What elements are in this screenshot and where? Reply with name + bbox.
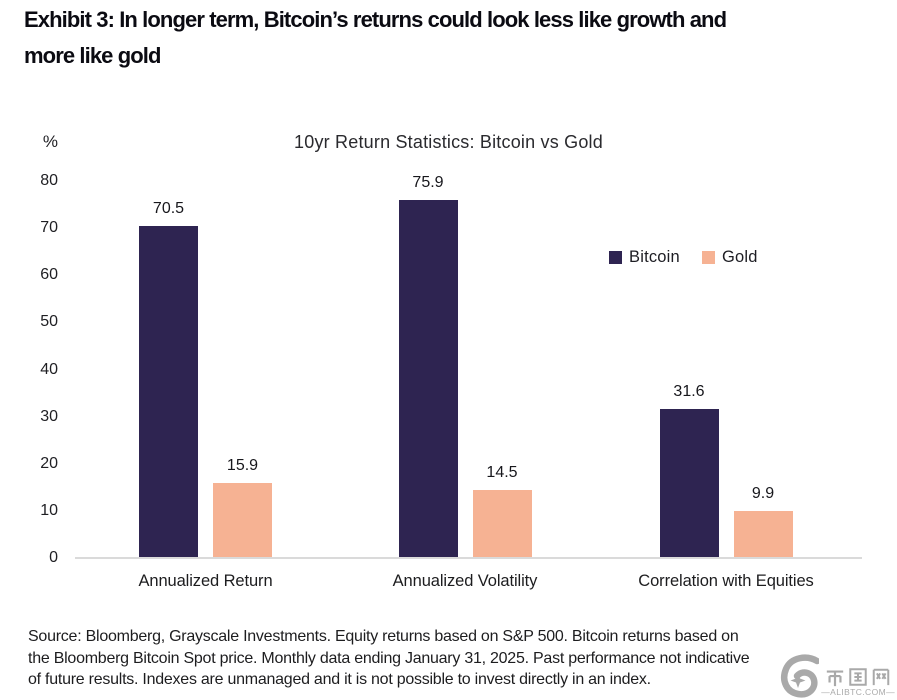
value-label-bitcoin-1: 70.5	[152, 199, 185, 217]
bar-gold-3	[733, 511, 793, 558]
watermark-domain: —ALIBTC.COM—	[821, 687, 895, 697]
bar-bitcoin-3	[659, 409, 719, 558]
bar-bitcoin-1	[139, 225, 198, 558]
bar-bitcoin-2	[398, 200, 458, 558]
legend-label-bitcoin: Bitcoin	[629, 248, 680, 266]
y-axis-tick-label: 30	[40, 407, 58, 425]
x-axis-baseline	[75, 557, 862, 559]
legend-item-bitcoin: Bitcoin	[609, 248, 680, 267]
y-axis-tick-label: 10	[40, 501, 58, 519]
glyph-bi-icon	[826, 670, 844, 687]
legend-item-gold: Gold	[701, 248, 758, 267]
watermark: —ALIBTC.COM—	[779, 654, 895, 698]
glyph-quan-icon	[849, 668, 867, 686]
legend-swatch-bitcoin	[609, 251, 622, 264]
exhibit-title-line-1: Exhibit 3: In longer term, Bitcoin’s ret…	[24, 7, 727, 32]
source-note-line-2: the Bloomberg Bitcoin Spot price. Monthl…	[28, 649, 750, 667]
y-axis-tick-label: 0	[49, 549, 58, 566]
chart-title: 10yr Return Statistics: Bitcoin vs Gold	[294, 132, 603, 152]
legend-label-gold: Gold	[721, 248, 758, 266]
y-axis-tick-label: 60	[40, 266, 58, 284]
glyph-wang-icon	[872, 668, 890, 686]
y-axis-tick-label: 70	[40, 219, 58, 237]
chart-legend: Bitcoin Gold	[609, 248, 758, 267]
y-axis-unit-label: %	[42, 132, 58, 151]
value-label-gold-1: 15.9	[226, 457, 259, 475]
source-note: Source: Bloomberg, Grayscale Investments…	[28, 626, 750, 691]
source-note-line-1: Source: Bloomberg, Grayscale Investments…	[28, 628, 739, 645]
y-axis-tick-label: 80	[40, 172, 58, 189]
category-label-1: Annualized Return	[138, 572, 273, 590]
bar-gold-2	[472, 489, 532, 558]
exhibit-title-line-2: more like gold	[24, 43, 161, 68]
value-label-bitcoin-2: 75.9	[412, 174, 444, 192]
value-label-gold-2: 14.5	[486, 463, 518, 481]
value-label-bitcoin-3: 31.6	[673, 383, 705, 401]
value-label-gold-3: 9.9	[751, 485, 775, 503]
y-axis-tick-label: 50	[40, 313, 58, 331]
source-note-line-3: of future results. Indexes are unmanaged…	[28, 671, 651, 688]
y-axis-tick-label: 20	[40, 454, 58, 472]
legend-swatch-gold	[701, 251, 715, 264]
y-axis-tick-label: 40	[40, 360, 58, 378]
exhibit-title: Exhibit 3: In longer term, Bitcoin’s ret…	[24, 2, 727, 74]
category-label-2: Annualized Volatility	[392, 572, 538, 590]
biquanwang-logo-icon	[781, 654, 820, 698]
bar-gold-1	[213, 483, 272, 558]
category-label-3: Correlation with Equities	[638, 572, 814, 590]
watermark-brand-chinese-text	[825, 667, 891, 687]
